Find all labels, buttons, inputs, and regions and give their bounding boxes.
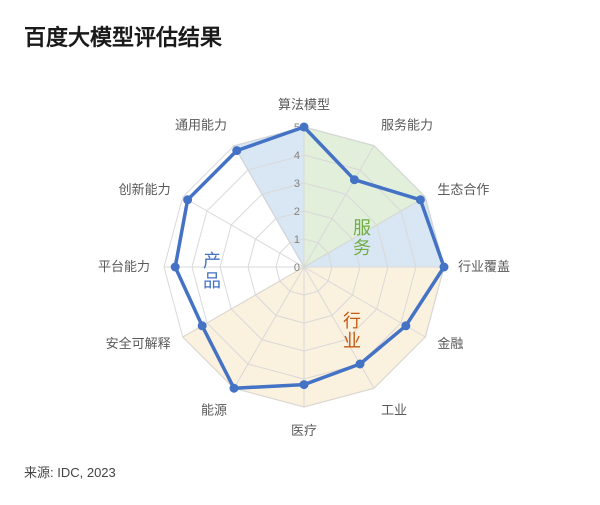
data-marker-0 — [300, 123, 309, 132]
data-marker-6 — [300, 380, 309, 389]
data-marker-11 — [232, 146, 241, 155]
radar-svg: 012345算法模型服务能力生态合作行业覆盖金融工业医疗能源安全可解释平台能力创… — [24, 52, 576, 452]
data-marker-5 — [356, 359, 365, 368]
radar-chart: 012345算法模型服务能力生态合作行业覆盖金融工业医疗能源安全可解释平台能力创… — [24, 52, 576, 462]
source-footer: 来源: IDC, 2023 — [24, 462, 576, 481]
page-title: 百度大模型评估结果 — [24, 20, 576, 52]
data-marker-10 — [183, 195, 192, 204]
axis-label-6: 医疗 — [291, 423, 317, 438]
tick-label-2: 2 — [294, 206, 300, 218]
sector-label-0-1: 品 — [203, 271, 221, 291]
data-marker-1 — [350, 175, 359, 184]
axis-label-5: 工业 — [381, 402, 407, 417]
sector-label-1-1: 务 — [353, 238, 371, 258]
axis-label-9: 平台能力 — [98, 259, 150, 274]
sector-label-1-0: 服 — [353, 218, 371, 238]
tick-label-1: 1 — [294, 234, 300, 246]
data-marker-9 — [171, 263, 180, 272]
axis-label-4: 金融 — [437, 336, 463, 351]
sector-label-2-0: 行 — [343, 311, 361, 331]
data-marker-4 — [401, 321, 410, 330]
axis-label-2: 生态合作 — [437, 182, 489, 197]
sector-行业 — [183, 267, 444, 407]
tick-label-0: 0 — [294, 262, 300, 274]
axis-label-3: 行业覆盖 — [458, 259, 510, 274]
sector-label-2-1: 业 — [343, 331, 361, 351]
sector-label-0-0: 产 — [203, 251, 221, 271]
data-marker-7 — [230, 384, 239, 393]
axis-label-8: 安全可解释 — [106, 336, 171, 351]
axis-label-10: 创新能力 — [119, 182, 171, 197]
axis-label-1: 服务能力 — [381, 118, 433, 133]
axis-label-0: 算法模型 — [278, 97, 330, 112]
tick-label-4: 4 — [294, 150, 300, 162]
axis-label-11: 通用能力 — [175, 118, 227, 133]
data-marker-8 — [198, 321, 207, 330]
data-marker-3 — [440, 263, 449, 272]
tick-label-3: 3 — [294, 178, 300, 190]
data-marker-2 — [416, 195, 425, 204]
axis-label-7: 能源 — [201, 402, 227, 417]
